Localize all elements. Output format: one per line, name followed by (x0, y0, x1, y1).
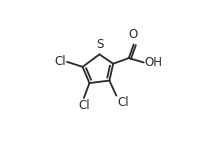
Text: Cl: Cl (78, 99, 89, 112)
Text: Cl: Cl (54, 55, 66, 68)
Text: OH: OH (144, 56, 162, 69)
Text: Cl: Cl (116, 96, 128, 109)
Text: O: O (128, 28, 137, 41)
Text: S: S (95, 38, 103, 51)
